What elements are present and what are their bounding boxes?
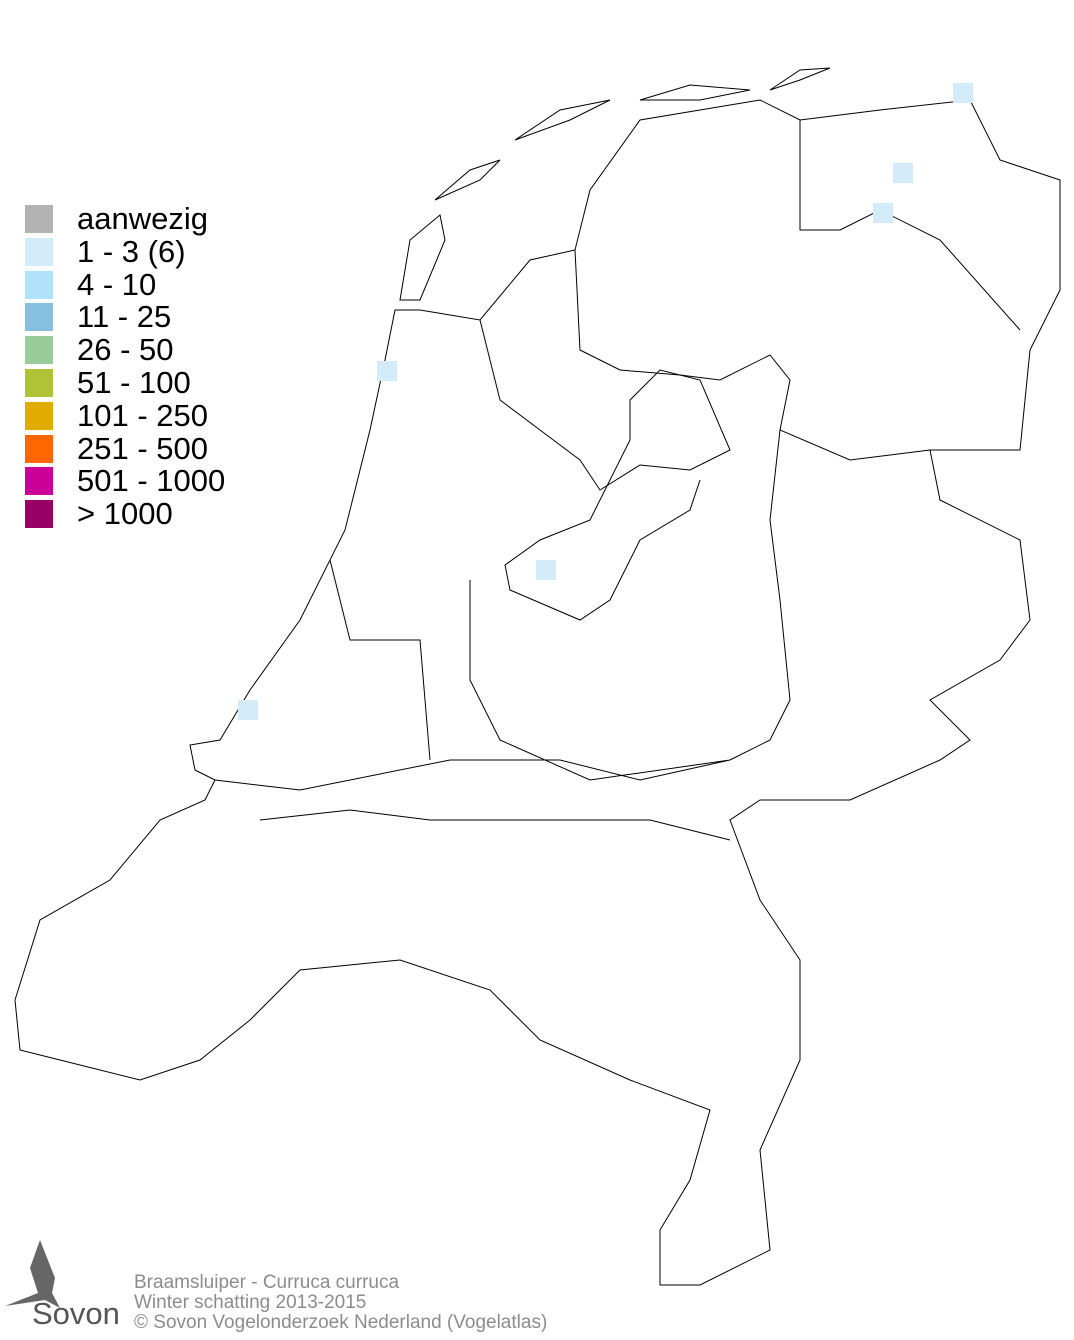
legend-label: 11 - 25: [77, 299, 172, 335]
occupied-cell: [873, 203, 893, 223]
swallow-icon: [5, 1240, 60, 1308]
species-name: Braamsluiper - Curruca curruca: [134, 1272, 400, 1293]
copyright: © Sovon Vogelonderzoek Nederland (Vogela…: [134, 1312, 548, 1333]
legend-label: 4 - 10: [77, 266, 157, 302]
legend-label: > 1000: [77, 496, 173, 532]
province-borders: [214, 120, 1021, 841]
occupied-cell: [536, 560, 556, 580]
occupied-cell: [893, 163, 913, 183]
legend-swatch: [25, 303, 53, 332]
legend-swatch: [25, 434, 53, 463]
legend-swatch: [25, 368, 53, 397]
legend-swatch: [25, 336, 53, 365]
legend-swatch: [25, 237, 53, 266]
legend-swatch: [25, 270, 53, 299]
country-outline: [14, 99, 1061, 1286]
wadden-islands: [399, 67, 831, 301]
legend-label: 501 - 1000: [77, 463, 226, 499]
legend-swatch: [25, 401, 53, 430]
map-caption: Braamsluiper - Curruca curruca Winter sc…: [134, 1273, 547, 1333]
legend-label: 1 - 3 (6): [77, 233, 186, 269]
season-label: Winter schatting 2013-2015: [134, 1292, 367, 1313]
legend-swatch: [25, 500, 53, 529]
ijsselmeer-coast: [479, 319, 731, 621]
logo-text: Sovon: [32, 1296, 120, 1331]
sovon-logo: [0, 1238, 125, 1333]
occupied-cells: [238, 83, 973, 720]
legend-swatch: [25, 205, 53, 233]
legend-label: 51 - 100: [77, 364, 191, 400]
occupied-cell: [238, 700, 258, 720]
legend-label: 251 - 500: [77, 430, 208, 466]
legend-swatch: [25, 467, 53, 496]
occupied-cell: [953, 83, 973, 103]
legend-label: aanwezig: [77, 201, 208, 236]
legend-label: 26 - 50: [77, 332, 174, 368]
occupied-cell: [377, 361, 397, 381]
legend-label: 101 - 250: [77, 397, 208, 433]
